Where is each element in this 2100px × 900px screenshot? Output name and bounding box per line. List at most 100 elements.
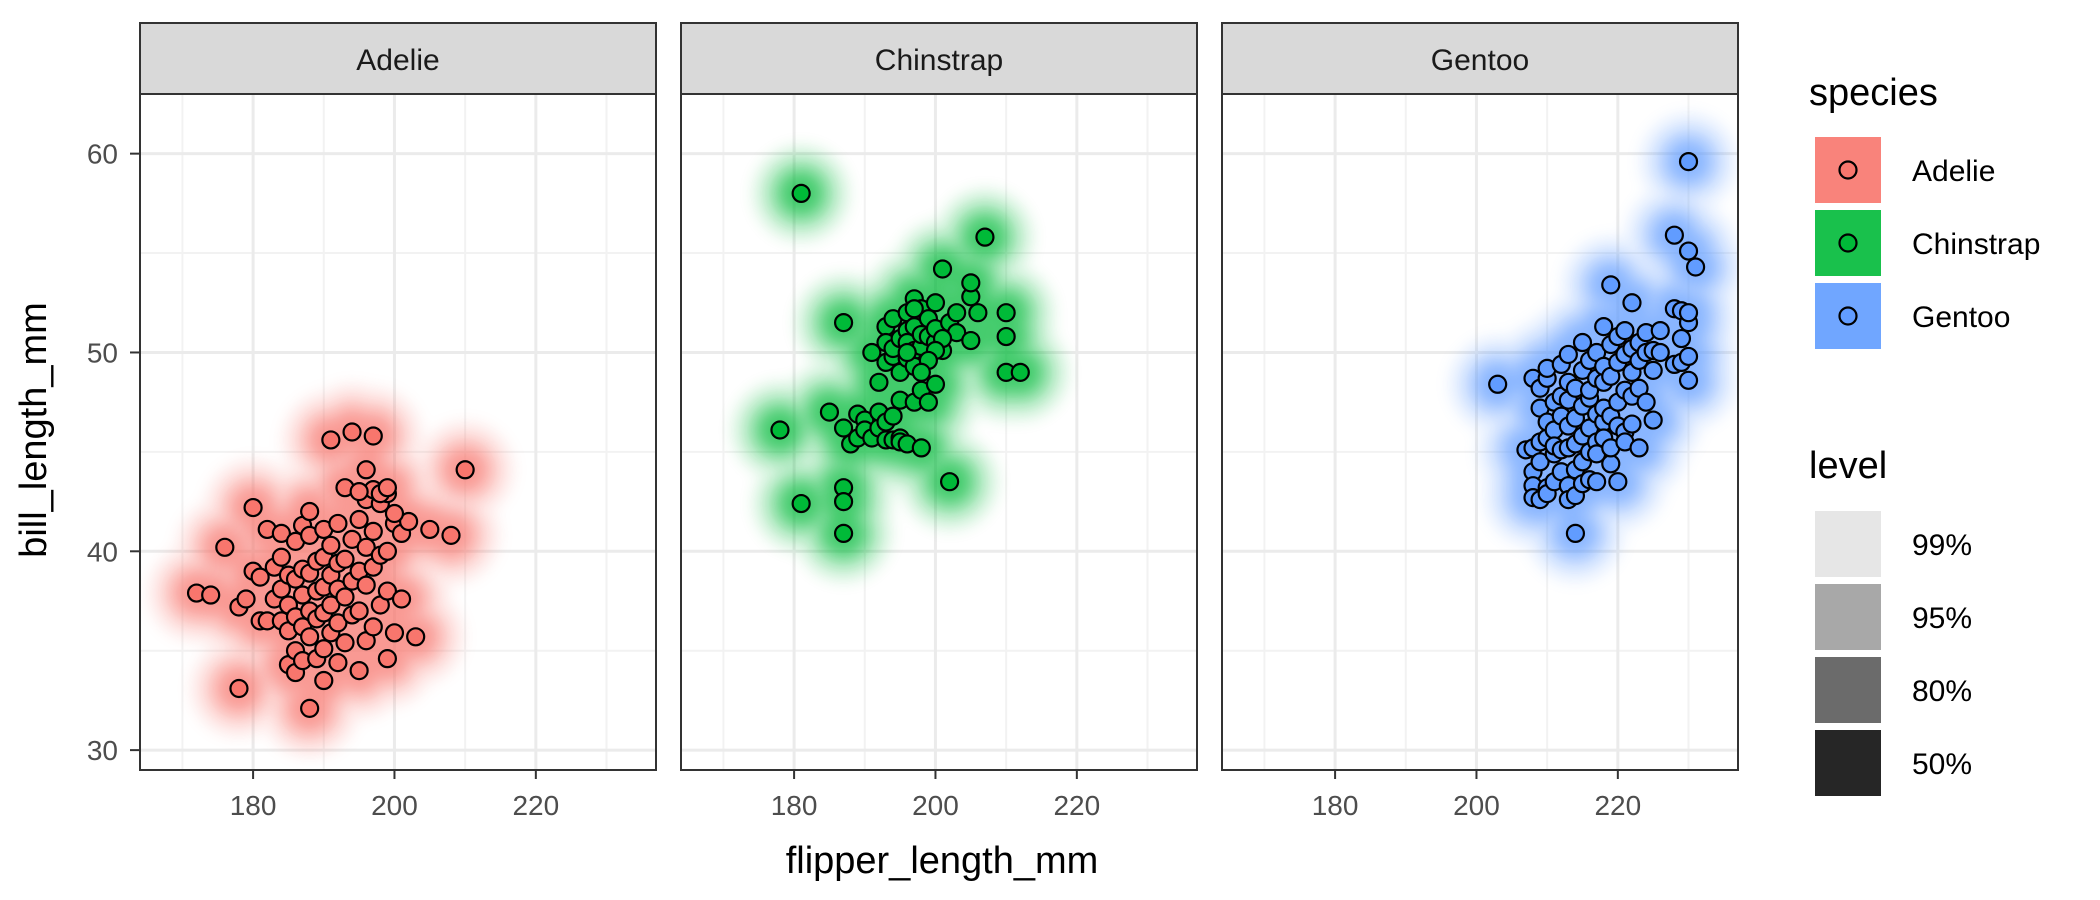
data-point xyxy=(833,418,854,438)
legend-point xyxy=(1838,306,1858,326)
data-point xyxy=(328,513,348,534)
data-point xyxy=(961,330,981,351)
data-point xyxy=(314,639,334,659)
data-point xyxy=(406,627,426,647)
legend-level-keys: 99% 95% 80% 50% xyxy=(1815,511,1972,796)
data-point xyxy=(1615,321,1635,341)
data-point xyxy=(328,613,348,633)
data-point xyxy=(377,581,397,601)
data-point xyxy=(356,460,376,480)
x-tick-label: 200 xyxy=(371,790,418,821)
data-point xyxy=(1650,321,1670,341)
data-point xyxy=(1643,410,1663,430)
legend-level-label: 99% xyxy=(1912,529,1972,562)
data-point xyxy=(328,653,348,673)
data-point xyxy=(1678,346,1699,367)
data-point xyxy=(363,521,383,542)
data-point xyxy=(1565,523,1586,544)
data-point xyxy=(300,698,320,718)
data-point xyxy=(1685,257,1706,277)
data-point xyxy=(996,326,1016,347)
data-point xyxy=(321,430,341,450)
data-point xyxy=(349,482,369,502)
legend-level-label: 50% xyxy=(1912,748,1972,781)
data-point xyxy=(968,303,988,323)
x-tick-label: 220 xyxy=(1053,790,1100,821)
data-point xyxy=(925,374,946,394)
facet-strip-label: Chinstrap xyxy=(875,44,1003,77)
data-point xyxy=(314,670,334,691)
legend-species-title: species xyxy=(1809,72,1938,114)
data-point xyxy=(356,575,376,595)
data-point xyxy=(1636,392,1656,412)
data-point xyxy=(271,523,291,544)
facet-panel-adelie: Adelie 180 200 220 xyxy=(139,22,657,821)
data-point xyxy=(1622,414,1642,434)
data-point xyxy=(1678,370,1699,390)
data-point xyxy=(932,259,953,279)
data-point xyxy=(1629,438,1649,458)
data-point xyxy=(911,438,931,458)
data-point xyxy=(819,402,840,422)
legend-level-key xyxy=(1815,584,1881,650)
data-point xyxy=(791,493,811,514)
facet-panel-gentoo: Gentoo 180 200 220 xyxy=(1221,22,1739,821)
data-point xyxy=(1572,332,1593,353)
legend-label-gentoo: Gentoo xyxy=(1912,301,2010,334)
data-point xyxy=(1664,225,1684,245)
data-point xyxy=(904,299,924,319)
data-point xyxy=(996,303,1016,323)
data-point xyxy=(1622,293,1642,313)
data-point xyxy=(215,537,235,557)
legend-level-key xyxy=(1815,730,1881,796)
data-point xyxy=(833,523,854,544)
data-point xyxy=(918,392,938,412)
y-axis-title: bill_length_mm xyxy=(13,302,55,558)
data-point xyxy=(925,293,946,313)
data-point xyxy=(833,491,854,512)
x-tick-label: 180 xyxy=(230,790,277,821)
data-point xyxy=(862,342,882,363)
y-tick-label: 60 xyxy=(87,139,118,170)
data-point xyxy=(335,549,355,569)
points-gentoo xyxy=(1488,152,1706,544)
data-point xyxy=(384,503,405,524)
y-tick-label: 50 xyxy=(87,337,118,368)
data-point xyxy=(229,678,249,699)
data-point xyxy=(1678,241,1699,261)
data-point xyxy=(349,509,369,530)
legend-level-label: 95% xyxy=(1912,602,1972,635)
data-point xyxy=(384,623,405,643)
x-tick-label: 180 xyxy=(1312,790,1359,821)
data-point xyxy=(363,426,383,446)
legend-level-title: level xyxy=(1809,445,1887,487)
data-point xyxy=(770,420,790,440)
data-point xyxy=(335,587,355,607)
data-point xyxy=(441,525,461,545)
legend-point xyxy=(1838,233,1858,253)
data-point xyxy=(791,183,811,204)
points-adelie xyxy=(186,422,475,718)
data-point xyxy=(377,478,397,498)
data-point xyxy=(300,501,320,522)
data-point xyxy=(342,422,362,442)
y-tick-label: 40 xyxy=(87,536,118,567)
data-point xyxy=(271,547,291,567)
y-axis: 30 40 50 60 xyxy=(87,139,140,766)
data-point xyxy=(399,511,419,532)
facet-panel-chinstrap: Chinstrap 180 200 220 xyxy=(680,22,1198,821)
data-point xyxy=(1594,317,1614,337)
data-point xyxy=(1643,360,1663,380)
data-point xyxy=(321,535,341,555)
data-point xyxy=(1587,472,1607,492)
legend-level-key xyxy=(1815,657,1881,723)
data-point xyxy=(349,660,369,681)
y-tick-label: 30 xyxy=(87,735,118,766)
facet-strip-label: Adelie xyxy=(356,44,439,77)
data-point xyxy=(321,595,341,615)
data-point xyxy=(1601,454,1621,474)
data-point xyxy=(897,342,917,363)
data-point xyxy=(833,313,854,333)
legend-label-chinstrap: Chinstrap xyxy=(1912,228,2040,261)
